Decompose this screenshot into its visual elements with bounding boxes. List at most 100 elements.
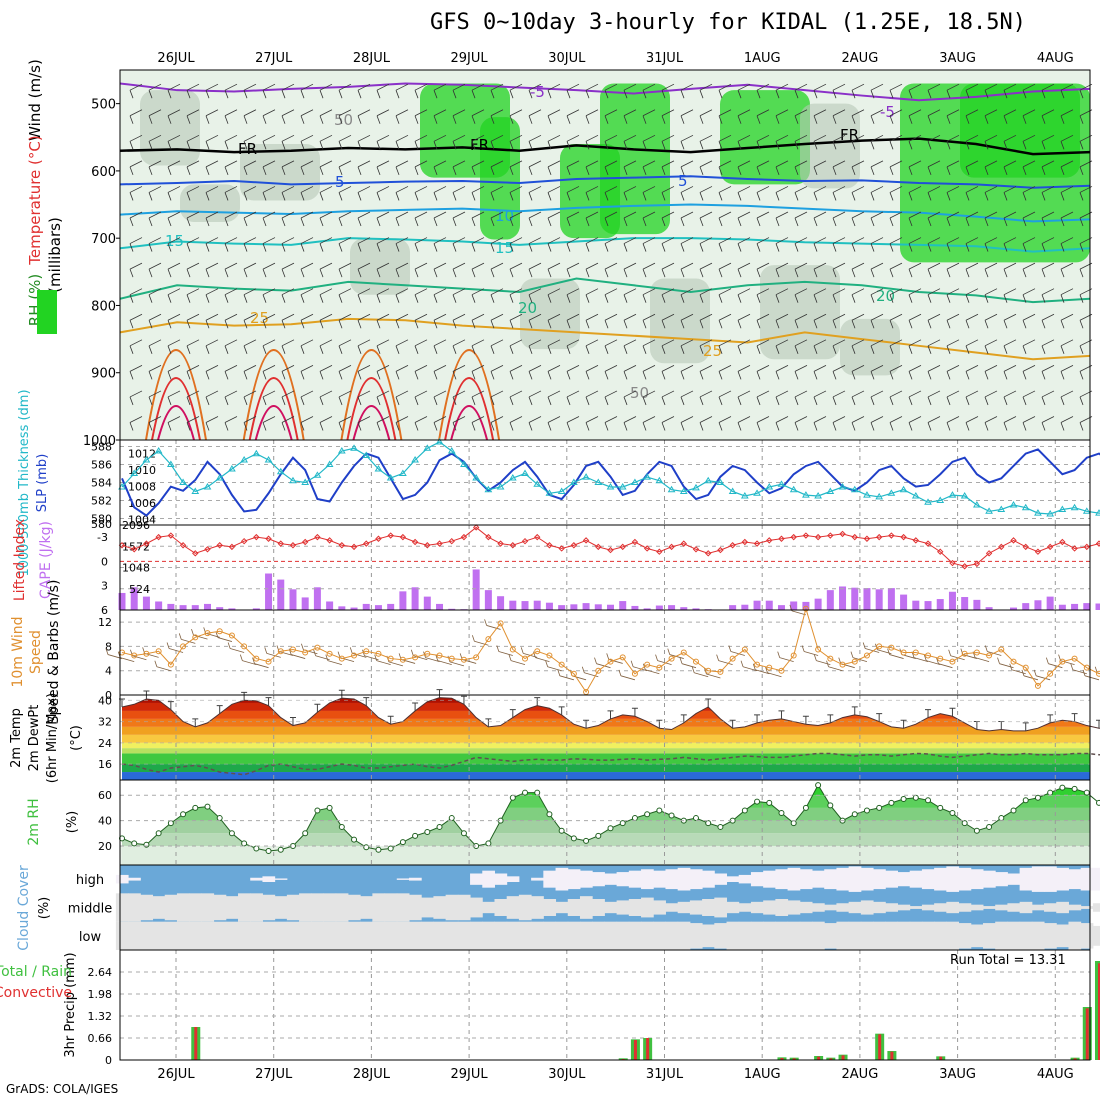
warm-isotherm — [145, 349, 207, 441]
wind-barb — [357, 186, 371, 201]
wind-barb — [718, 237, 732, 252]
wind-barb — [699, 83, 713, 99]
y-tick-label: 4 — [105, 665, 112, 678]
cloud-clear-cell — [189, 893, 202, 922]
lifted-marker — [1046, 543, 1054, 551]
cloud-clear-cell — [714, 897, 728, 918]
contour-label: 5 — [678, 172, 688, 190]
wind-barb — [984, 83, 998, 99]
wind-speed-marker — [1022, 664, 1029, 671]
cape-bar — [252, 608, 260, 610]
wind-barb — [414, 134, 428, 150]
precip-convective-label: Convective — [0, 985, 72, 1001]
wind-barb — [927, 365, 941, 380]
day-label-top: 26JUL — [157, 51, 195, 66]
cloud-clear-cell — [1019, 901, 1033, 914]
wind-barb — [281, 365, 295, 380]
rh-marker — [851, 811, 858, 818]
wind-barb — [191, 629, 208, 640]
wind-speed-marker — [937, 655, 944, 662]
cloud-clear-cell — [421, 897, 434, 918]
rh-marker — [1071, 785, 1078, 792]
wind-barb — [604, 390, 618, 406]
y-tick-label: 1.98 — [88, 988, 113, 1001]
cloud-clear-cell — [518, 921, 532, 950]
cloud-clear-cell — [738, 921, 752, 950]
wind-barb — [946, 390, 960, 406]
cloud-clear-cell — [848, 901, 862, 914]
wind-barb — [319, 160, 333, 176]
y-tick-label-right: 1048 — [122, 562, 150, 575]
wind-barb — [718, 313, 732, 329]
rh-marker — [522, 789, 529, 796]
cloud-clear-cell — [897, 904, 911, 911]
y-tick-label-right: 1010 — [128, 464, 156, 477]
wind-barb — [623, 211, 637, 227]
wind-barb — [946, 416, 960, 431]
rh-marker — [595, 832, 602, 839]
cape-bar — [948, 591, 956, 610]
wind-barb — [889, 160, 903, 176]
wind-barb — [870, 288, 884, 303]
wind-speed-marker — [778, 667, 785, 674]
wind-barb — [433, 416, 447, 431]
wind-barb — [585, 313, 599, 329]
cloud-clear-cell — [225, 921, 239, 950]
wind-barb — [167, 262, 181, 278]
wind-barb — [281, 339, 295, 354]
wind-barb — [566, 134, 580, 150]
wind-barb — [148, 365, 162, 380]
cloud-row-label: middle — [68, 902, 112, 917]
wind-barb — [604, 186, 618, 201]
wind-barb — [471, 262, 485, 278]
cloud-clear-cell — [494, 921, 508, 950]
wind-barb — [148, 288, 162, 303]
cape-bar — [203, 603, 211, 610]
wind-barb — [452, 313, 466, 329]
wind-barb — [452, 237, 466, 252]
wind-barb — [889, 313, 903, 329]
minmax-bar — [778, 710, 785, 719]
cape-bar — [790, 601, 798, 610]
cloud-clear-cell — [567, 869, 581, 890]
side-label: Wind (m/s) — [26, 59, 44, 141]
wind-barb — [870, 109, 884, 124]
wind-barb — [239, 654, 257, 666]
wind-speed-marker — [876, 643, 883, 650]
wind-speed-marker — [1010, 658, 1017, 665]
wind-barb — [357, 237, 371, 252]
warm-isotherm — [340, 349, 403, 441]
wind-barb — [490, 109, 504, 124]
wind-barb — [737, 416, 751, 431]
wind-barb — [870, 186, 884, 201]
wind-barb — [528, 83, 542, 99]
wind-barb — [642, 134, 656, 150]
cloud-clear-cell — [408, 894, 422, 921]
wind-barb — [1060, 237, 1074, 252]
wind-barb — [243, 134, 257, 150]
wind-barb — [946, 237, 960, 252]
wind-barb — [509, 160, 523, 176]
cape-bar — [594, 604, 602, 610]
wind-barb — [319, 262, 333, 278]
wind-barb — [566, 416, 580, 431]
rh-line — [121, 784, 1100, 852]
wind-speed-marker — [973, 649, 980, 656]
wind-barb — [395, 83, 409, 99]
wind-barb — [1060, 160, 1074, 176]
wind-barb — [604, 339, 618, 354]
thickness-marker — [716, 478, 725, 485]
wind-barb — [699, 262, 713, 278]
minmax-bar — [1071, 713, 1078, 722]
wind-barb — [604, 262, 618, 278]
wind-barb — [338, 288, 352, 303]
wind-barb — [376, 390, 390, 406]
wind-barb — [167, 416, 181, 431]
day-label-bottom: 1AUG — [744, 1067, 781, 1082]
lifted-marker — [448, 537, 455, 545]
lifted-marker — [643, 545, 651, 552]
y-tick-label: 0 — [105, 689, 112, 702]
thickness-marker — [1034, 509, 1042, 516]
wind-barb — [545, 660, 562, 672]
y-tick-label: 2.64 — [88, 966, 113, 979]
